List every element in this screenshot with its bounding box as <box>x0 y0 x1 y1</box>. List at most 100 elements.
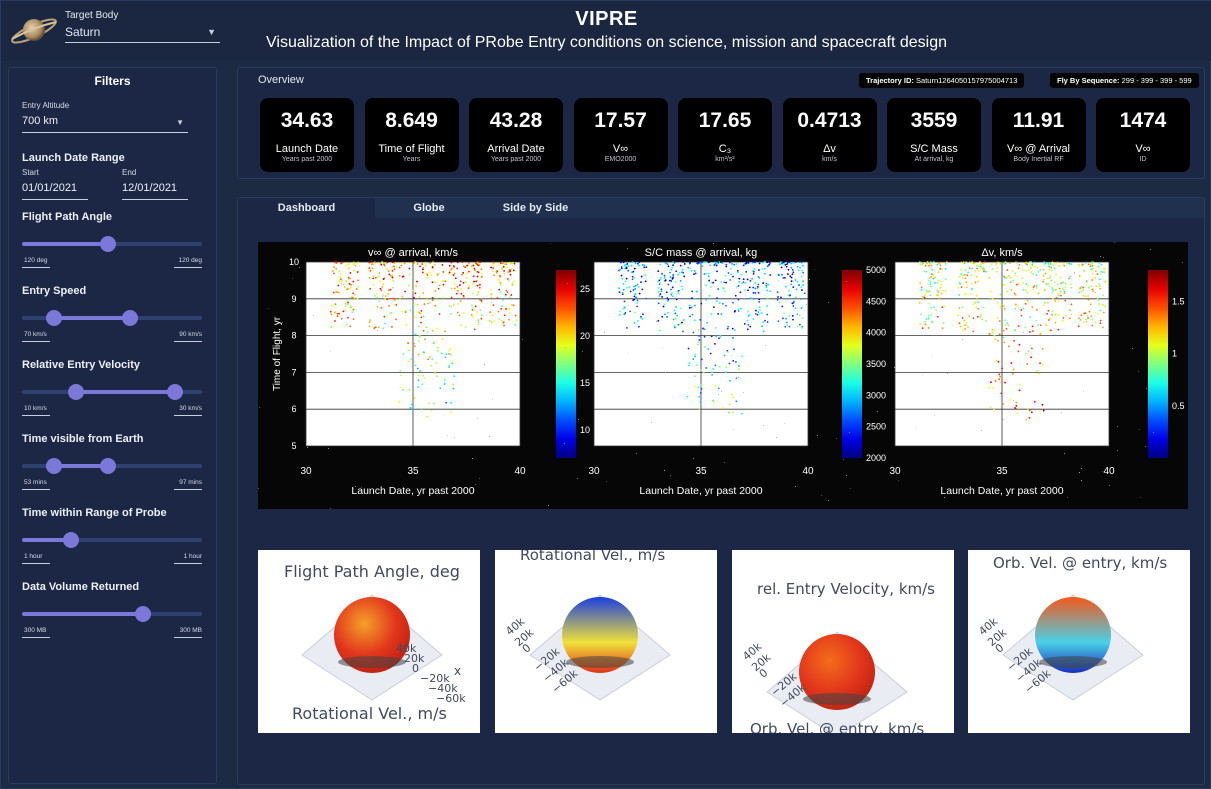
data-point <box>796 280 799 283</box>
background-star <box>259 406 261 408</box>
slider-thumb[interactable] <box>62 532 79 548</box>
background-star <box>267 308 269 310</box>
data-point <box>959 269 962 271</box>
data-point <box>958 294 961 296</box>
end-date-input[interactable]: 12/01/2021 <box>122 180 188 200</box>
data-point <box>420 407 423 410</box>
data-point <box>1057 328 1060 331</box>
start-date-input[interactable]: 01/01/2021 <box>22 180 88 200</box>
data-point <box>1068 262 1071 265</box>
data-point <box>346 300 349 303</box>
data-point <box>982 267 985 270</box>
data-point <box>667 265 670 268</box>
tab-dashboard[interactable]: Dashboard <box>238 198 375 218</box>
slider-thumb[interactable] <box>46 458 63 474</box>
data-point <box>1081 263 1084 266</box>
data-point <box>720 313 723 316</box>
slider-thumb[interactable] <box>68 384 84 400</box>
globe-plot[interactable]: rel. Entry Velocity, km/s 40k 20k 0 −20k −40k… <box>732 550 954 733</box>
data-point <box>958 275 961 278</box>
metric-label: V∞ <box>1135 143 1151 155</box>
data-point <box>625 265 627 268</box>
data-point <box>632 289 635 291</box>
data-point <box>1028 331 1031 333</box>
slider-thumb[interactable] <box>167 384 183 400</box>
slider-track[interactable] <box>22 538 202 542</box>
data-point <box>924 264 927 267</box>
data-point <box>501 266 504 269</box>
data-point <box>693 269 696 272</box>
data-point <box>620 267 623 270</box>
data-point <box>426 274 429 276</box>
data-point <box>1078 291 1081 294</box>
data-point <box>959 283 962 286</box>
data-point <box>1054 321 1057 324</box>
globe-plot[interactable]: Rotational Vel., m/s 40k 20k 0 −20k −40k −60k <box>495 550 717 733</box>
data-point <box>1054 273 1057 276</box>
data-point <box>1032 286 1035 289</box>
data-point <box>433 402 435 405</box>
data-point <box>752 291 755 294</box>
data-point <box>965 321 968 324</box>
data-point <box>1003 308 1006 310</box>
data-point <box>456 285 459 288</box>
data-point <box>461 261 464 263</box>
data-point <box>710 282 713 284</box>
data-point <box>731 411 734 414</box>
data-point <box>1021 269 1024 271</box>
background-star <box>705 302 707 304</box>
slider-thumb[interactable] <box>100 236 117 252</box>
data-point <box>700 358 703 361</box>
data-point <box>919 323 922 326</box>
data-point <box>1097 265 1100 268</box>
data-point <box>930 306 933 309</box>
data-point <box>419 312 422 315</box>
data-point <box>1045 324 1048 327</box>
data-point <box>969 293 972 295</box>
data-point <box>746 319 749 322</box>
data-point <box>1092 290 1095 293</box>
data-point <box>1028 261 1031 264</box>
tab-side-by-side[interactable]: Side by Side <box>502 202 569 214</box>
globe-title: Orb. Vel. @ entry, km/s <box>993 554 1168 572</box>
globe-plot[interactable]: Flight Path Angle, deg 40k 20k 0 −20k −40k −60… <box>258 550 480 733</box>
data-point <box>1024 261 1027 264</box>
y-tick-label: 9 <box>291 294 296 304</box>
data-point <box>500 319 503 322</box>
globe-footer-label: Rotational Vel., m/s <box>292 704 447 723</box>
data-point <box>408 267 411 270</box>
data-point <box>961 306 964 309</box>
data-point <box>1082 294 1085 297</box>
data-point <box>699 391 702 394</box>
data-point <box>1048 319 1050 321</box>
entry-altitude-select[interactable]: 700 km ▼ <box>22 113 188 133</box>
slider-thumb[interactable] <box>46 310 63 326</box>
data-point <box>477 271 480 274</box>
slider-thumb[interactable] <box>100 458 117 474</box>
data-point <box>735 361 737 363</box>
metric-card: 3559 S/C Mass At arrival, kg <box>887 98 981 172</box>
data-point <box>734 294 737 297</box>
colorbar <box>556 270 576 458</box>
data-point <box>800 326 803 329</box>
data-point <box>1091 288 1094 291</box>
data-point <box>712 368 714 370</box>
data-point <box>343 283 345 286</box>
data-point <box>667 298 670 301</box>
target-body-select[interactable]: Saturn ▼ <box>65 23 220 43</box>
data-point <box>377 326 380 329</box>
slider-thumb[interactable] <box>122 310 138 326</box>
slider-thumb[interactable] <box>134 606 151 622</box>
data-point <box>1047 283 1049 285</box>
data-point <box>1101 303 1104 306</box>
data-point <box>657 270 660 273</box>
data-point <box>640 317 642 320</box>
data-point <box>738 364 740 367</box>
data-point <box>794 279 797 281</box>
data-point <box>758 262 761 265</box>
data-point <box>680 271 683 274</box>
data-point <box>921 262 924 265</box>
globe-plot[interactable]: Orb. Vel. @ entry, km/s 40k 20k 0 −20k −40k −6… <box>968 550 1190 733</box>
tab-globe[interactable]: Globe <box>413 202 445 214</box>
